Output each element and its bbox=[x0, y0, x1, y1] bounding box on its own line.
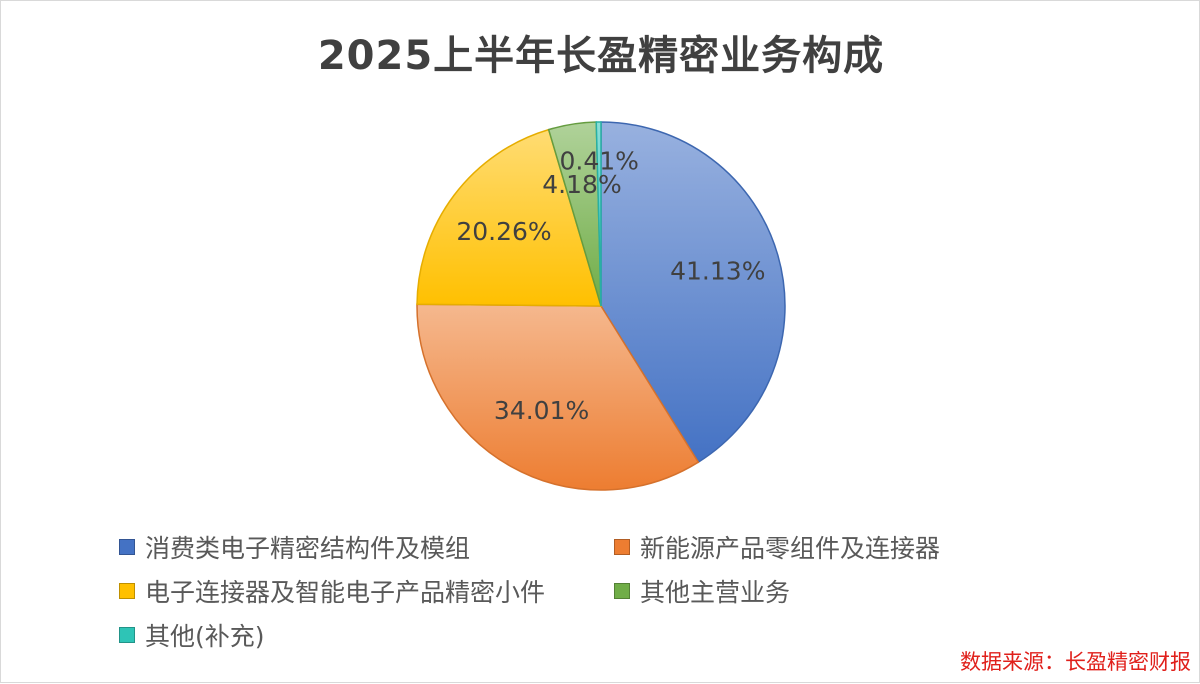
legend-swatch bbox=[614, 583, 630, 599]
legend-label: 其他(补充) bbox=[145, 622, 265, 651]
legend-swatch bbox=[119, 539, 135, 555]
slice-data-label: 4.18% bbox=[542, 170, 621, 199]
pie-slice bbox=[416, 303, 700, 491]
legend-label: 消费类电子精密结构件及模组 bbox=[145, 534, 471, 563]
pie-slice bbox=[600, 121, 786, 464]
legend-label: 新能源产品零组件及连接器 bbox=[640, 534, 941, 563]
legend-label: 其他主营业务 bbox=[640, 578, 791, 607]
pie-slice bbox=[595, 121, 602, 307]
legend-item-connectors: 电子连接器及智能电子产品精密小件 bbox=[119, 573, 545, 609]
chart-title: 2025上半年长盈精密业务构成 bbox=[317, 33, 885, 79]
legend-label: 电子连接器及智能电子产品精密小件 bbox=[145, 578, 546, 607]
legend-item-consumer-electronics: 消费类电子精密结构件及模组 bbox=[119, 529, 470, 565]
legend-swatch bbox=[119, 583, 135, 599]
legend-item-other-supplement: 其他(补充) bbox=[119, 617, 265, 653]
legend-item-new-energy: 新能源产品零组件及连接器 bbox=[614, 529, 940, 565]
slice-data-label: 34.01% bbox=[494, 396, 589, 425]
legend-item-other-main: 其他主营业务 bbox=[614, 573, 790, 609]
slice-data-label: 20.26% bbox=[456, 217, 551, 246]
pie-slice bbox=[416, 128, 603, 307]
data-source-note: 数据来源：长盈精密财报 bbox=[960, 650, 1191, 674]
legend-swatch bbox=[119, 627, 135, 643]
legend-swatch bbox=[614, 539, 630, 555]
slice-data-label: 41.13% bbox=[670, 257, 765, 286]
slice-data-label: 0.41% bbox=[559, 147, 638, 176]
